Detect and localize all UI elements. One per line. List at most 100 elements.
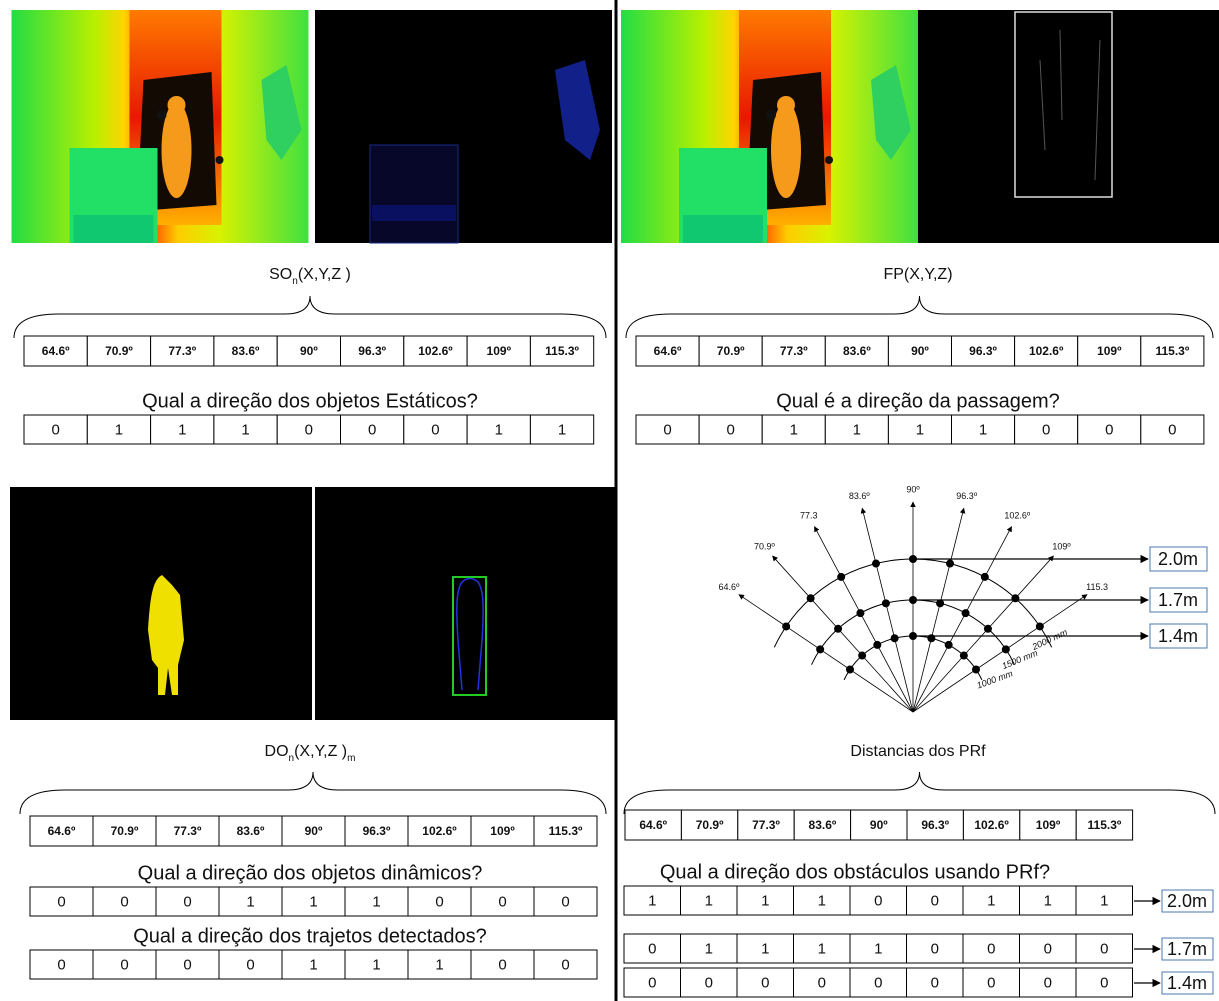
ray xyxy=(862,508,913,712)
angle: 102.6º xyxy=(974,818,1009,832)
angle: 115.3º xyxy=(1088,818,1122,832)
page: SOn(X,Y,Z ) 64.6º 70.9º 77.3º 83.6º 90º 96.3º 1… xyxy=(0,0,1219,1001)
dot xyxy=(882,599,890,607)
answer: 0 xyxy=(874,974,882,991)
label-text: (X,Y,Z ) xyxy=(294,743,347,760)
dot xyxy=(834,625,842,633)
dot xyxy=(960,652,968,660)
ray-label: 77.3 xyxy=(800,510,818,520)
section-label: SOn(X,Y,Z ) xyxy=(269,266,351,286)
depth-image xyxy=(621,10,918,243)
angle: 102.6º xyxy=(422,824,457,838)
answer: 1 xyxy=(790,421,798,438)
dot xyxy=(872,560,880,568)
answer: 0 xyxy=(987,940,995,957)
answer: 0 xyxy=(874,892,882,909)
question: Qual a direção dos objetos Estáticos? xyxy=(142,390,478,412)
ray-label: 115.3 xyxy=(1086,582,1108,592)
range-label: 1.7m xyxy=(1158,590,1198,610)
answer: 1 xyxy=(1100,892,1108,909)
answer: 1 xyxy=(435,956,443,973)
section-label: Distancias dos PRf xyxy=(850,743,986,760)
answer: 0 xyxy=(663,421,671,438)
answer: 0 xyxy=(246,956,254,973)
answer: 1 xyxy=(372,893,380,910)
static-objects-image xyxy=(315,10,612,243)
angle: 70.9º xyxy=(717,344,745,358)
answer: 0 xyxy=(51,421,59,438)
answer: 1 xyxy=(178,421,186,438)
angle: 64.6º xyxy=(42,344,70,358)
angle: 96.3º xyxy=(363,824,391,838)
dot xyxy=(837,573,845,581)
answer: 0 xyxy=(57,893,65,910)
dot xyxy=(962,609,970,617)
dot xyxy=(816,645,824,653)
answer: 0 xyxy=(705,974,713,991)
dot xyxy=(846,666,854,674)
angle: 96.3º xyxy=(921,818,949,832)
answer: 1 xyxy=(761,940,769,957)
dynamic-objects-image xyxy=(10,487,615,720)
range-label: 2.0m xyxy=(1167,891,1207,911)
answer: 0 xyxy=(431,421,439,438)
ray-label: 70.9º xyxy=(754,541,776,551)
dot xyxy=(858,652,866,660)
answer: 0 xyxy=(931,974,939,991)
brace xyxy=(14,296,606,338)
answer: 0 xyxy=(1044,940,1052,957)
answer: 0 xyxy=(1042,421,1050,438)
angle: 109º xyxy=(1097,344,1122,358)
angle: 83.6º xyxy=(237,824,265,838)
angle: 115.3º xyxy=(549,824,583,838)
angle: 83.6º xyxy=(809,818,837,832)
answer: 1 xyxy=(241,421,249,438)
ray xyxy=(913,508,964,712)
answer: 1 xyxy=(705,892,713,909)
ray-label: 96.3º xyxy=(956,491,978,501)
angle: 115.3º xyxy=(1155,344,1189,358)
answer: 1 xyxy=(818,940,826,957)
angle: 64.6º xyxy=(654,344,682,358)
answer: 1 xyxy=(979,421,987,438)
ray-label: 64.6º xyxy=(719,582,741,592)
angle: 90º xyxy=(300,344,318,358)
angle: 77.3º xyxy=(752,818,780,832)
ray-label: 90º xyxy=(906,484,920,494)
answer: 0 xyxy=(435,893,443,910)
range-label: 1.7m xyxy=(1167,939,1207,959)
answer: 0 xyxy=(931,892,939,909)
answer: 0 xyxy=(120,956,128,973)
answer: 0 xyxy=(1105,421,1113,438)
answer: 0 xyxy=(1100,974,1108,991)
dot xyxy=(1002,645,1010,653)
label-text: (X,Y,Z ) xyxy=(298,266,351,283)
dot xyxy=(873,641,881,649)
passage-image xyxy=(918,10,1219,243)
figure: SOn(X,Y,Z ) 64.6º 70.9º 77.3º 83.6º 90º 96.3º 1… xyxy=(0,0,1219,1001)
angle: 77.3º xyxy=(780,344,808,358)
answer: 1 xyxy=(648,892,656,909)
angle: 64.6º xyxy=(639,818,667,832)
question: Qual é a direção da passagem? xyxy=(776,390,1060,412)
dot xyxy=(1036,622,1044,630)
range-label: 1.4m xyxy=(1158,626,1198,646)
section-label: DOn(X,Y,Z )m xyxy=(265,743,356,763)
angle: 83.6º xyxy=(843,344,871,358)
answer: 1 xyxy=(874,940,882,957)
dot xyxy=(891,634,899,642)
answer: 0 xyxy=(726,421,734,438)
dot xyxy=(972,666,980,674)
answer: 1 xyxy=(916,421,924,438)
answer: 1 xyxy=(558,421,566,438)
answer: 0 xyxy=(183,893,191,910)
answer: 1 xyxy=(761,892,769,909)
answer: 0 xyxy=(57,956,65,973)
answer: 1 xyxy=(309,893,317,910)
depth-image xyxy=(12,10,309,243)
angle: 70.9º xyxy=(111,824,139,838)
answer: 1 xyxy=(372,956,380,973)
angle: 109º xyxy=(490,824,515,838)
angle: 90º xyxy=(870,818,888,832)
brace xyxy=(20,772,606,814)
